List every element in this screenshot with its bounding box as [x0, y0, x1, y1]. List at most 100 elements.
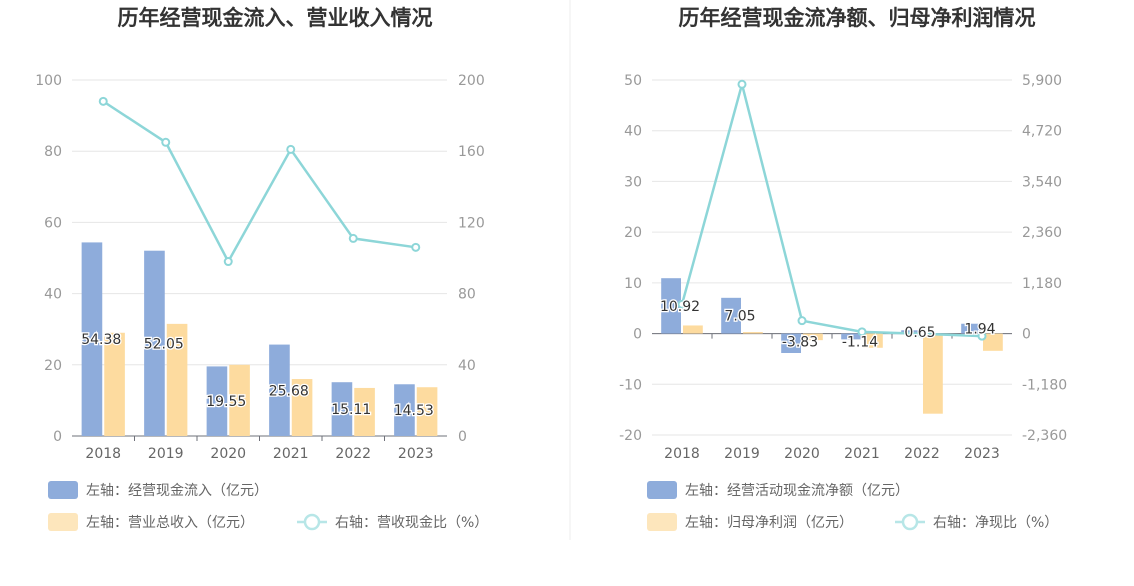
- bar-secondary: [683, 325, 703, 334]
- y-right-tick: 0: [458, 429, 467, 445]
- legend-item: 右轴：净现比（%）: [895, 513, 1058, 531]
- y-right-tick: 0: [1022, 327, 1031, 343]
- legend-label: 左轴：营业总收入（亿元）: [86, 515, 254, 531]
- y-right-tick: 160: [458, 144, 485, 160]
- y-right-tick: 120: [458, 215, 485, 231]
- y-left-tick: 80: [44, 144, 62, 160]
- y-right-tick: -1,180: [1022, 377, 1067, 393]
- bar-data-label: 10.92: [660, 299, 700, 315]
- y-left-tick: 30: [624, 174, 642, 190]
- bar-secondary: [923, 333, 943, 414]
- legend-label: 左轴：归母净利润（亿元）: [685, 514, 853, 531]
- bar-secondary: [229, 364, 250, 436]
- x-tick-label: 2020: [784, 446, 820, 462]
- bar-data-label: 25.68: [269, 383, 309, 399]
- x-tick-label: 2022: [904, 446, 940, 462]
- x-tick-label: 2018: [85, 446, 121, 462]
- y-left-tick: -20: [619, 428, 642, 444]
- y-left-tick: 20: [624, 225, 642, 241]
- legend-swatch: [48, 481, 78, 499]
- line-point: [977, 331, 987, 341]
- y-right-tick: 5,900: [1022, 73, 1062, 89]
- bar-primary: [331, 382, 353, 436]
- line-point: [98, 96, 108, 106]
- bar-primary: [81, 242, 103, 436]
- y-right-tick: 1,180: [1022, 276, 1062, 292]
- y-left-tick: 0: [53, 429, 62, 445]
- legend-swatch-marker: [303, 513, 321, 531]
- x-tick-label: 2019: [148, 446, 184, 462]
- bar-primary: [961, 323, 981, 334]
- bar-primary: [394, 384, 415, 436]
- bar-data-label: 0.65: [904, 325, 935, 341]
- bar-data-label: -3.83: [782, 335, 818, 351]
- y-right-tick: 80: [458, 287, 476, 303]
- bar-primary: [721, 297, 741, 334]
- y-left-tick: 10: [624, 276, 642, 292]
- bar-data-label: 19.55: [206, 394, 246, 410]
- bar-secondary: [743, 332, 763, 334]
- x-tick-label: 2021: [273, 446, 309, 462]
- bar-data-label: 1.94: [964, 322, 995, 338]
- bar-data-label: 14.53: [394, 403, 434, 419]
- legend-swatch: [647, 513, 677, 531]
- bar-primary: [144, 250, 165, 436]
- bar-primary: [661, 278, 681, 334]
- y-right-tick: -2,360: [1022, 428, 1067, 444]
- legend-label: 右轴：营收现金比（%）: [335, 515, 488, 531]
- y-left-tick: 100: [35, 73, 62, 89]
- bar-primary: [841, 333, 861, 340]
- legend-item: 左轴：归母净利润（亿元）: [647, 513, 853, 531]
- y-right-tick: 4,720: [1022, 124, 1062, 140]
- line-point: [857, 327, 867, 337]
- bar-primary: [206, 366, 228, 436]
- bar-secondary: [104, 332, 125, 436]
- x-tick-label: 2020: [210, 446, 246, 462]
- y-right-tick: 3,540: [1022, 174, 1062, 190]
- bar-secondary: [983, 333, 1003, 351]
- x-tick-label: 2018: [664, 446, 700, 462]
- bar-data-label: -1.14: [842, 335, 878, 351]
- y-left-tick: 50: [624, 73, 642, 89]
- y-left-tick: 20: [44, 358, 62, 374]
- chart-panel-1: 历年经营现金流入、营业收入情况1008060402002001601208040…: [35, 6, 488, 531]
- line-point: [161, 137, 171, 147]
- y-left-tick: 40: [44, 287, 62, 303]
- line-point: [917, 329, 927, 339]
- bar-primary: [781, 333, 801, 353]
- line-point: [286, 144, 296, 154]
- bar-data-label: 7.05: [724, 309, 755, 325]
- legend-swatch-marker: [901, 513, 919, 531]
- line-point: [797, 316, 807, 326]
- legend-swatch: [647, 481, 677, 499]
- chart-panel-2: 历年经营现金流净额、归母净利润情况 50 40 30 20 10 0 -10 -20 5,900 4…: [619, 6, 1067, 531]
- x-tick-label: 2023: [398, 446, 434, 462]
- y-right-tick: 2,360: [1022, 225, 1062, 241]
- bar-primary: [901, 330, 921, 334]
- line-series: [680, 79, 983, 338]
- x-tick-label: 2022: [335, 446, 371, 462]
- bar-primary: [269, 344, 290, 436]
- chart-title: 历年经营现金流净额、归母净利润情况: [679, 6, 1036, 30]
- chart-title: 历年经营现金流入、营业收入情况: [118, 6, 433, 30]
- legend-label: 左轴：经营现金流入（亿元）: [86, 483, 268, 499]
- bar-secondary: [166, 323, 188, 436]
- bar-secondary: [416, 387, 438, 436]
- line-point: [348, 233, 358, 243]
- bar-secondary: [354, 387, 375, 436]
- legend-item: 左轴：营业总收入（亿元）: [48, 513, 254, 531]
- legend-item: 左轴：经营活动现金流净额（亿元）: [647, 481, 909, 499]
- bar-secondary: [803, 333, 823, 341]
- y-right-tick: 40: [458, 358, 476, 374]
- x-tick-label: 2021: [844, 446, 880, 462]
- y-left-tick: 60: [44, 215, 62, 231]
- legend-item: 右轴：营收现金比（%）: [297, 513, 488, 531]
- bar-data-label: 15.11: [331, 402, 371, 418]
- bar-data-label: 54.38: [81, 332, 121, 348]
- line-point: [411, 242, 421, 252]
- line-point: [677, 299, 687, 309]
- bar-secondary: [863, 333, 883, 348]
- y-right-tick: 200: [458, 73, 485, 89]
